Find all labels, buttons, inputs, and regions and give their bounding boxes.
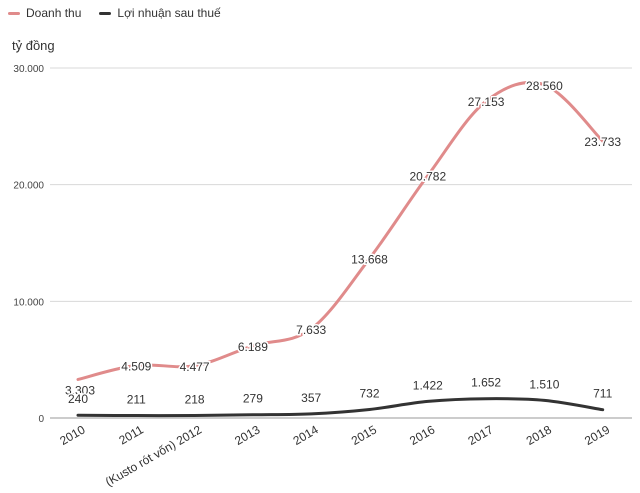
y-tick-label: 20.000 (13, 181, 44, 192)
legend-swatch-revenue (8, 11, 20, 15)
data-label: 20.782 (409, 170, 446, 184)
x-tick-label: 2014 (291, 422, 321, 448)
series-line-revenue (76, 80, 605, 381)
x-tick-label: 2013 (232, 422, 262, 448)
x-tick-label: 2018 (524, 422, 554, 448)
data-label: 279 (243, 392, 263, 406)
x-tick-label: 2015 (349, 422, 379, 448)
x-tick-label: 2019 (582, 422, 612, 448)
x-tick-label: 2010 (57, 422, 87, 448)
data-label: 28.560 (526, 79, 563, 93)
data-label: 732 (359, 386, 379, 400)
data-label: 6.189 (238, 340, 268, 354)
legend-label-revenue: Doanh thu (26, 6, 82, 20)
data-label: 7.633 (296, 323, 326, 337)
data-label: 1.422 (413, 378, 443, 392)
data-label: 211 (127, 393, 146, 407)
legend-item-profit[interactable]: Lợi nhuận sau thuế (99, 6, 221, 20)
series-line-profit (76, 397, 605, 418)
data-label: 3.303 (65, 383, 95, 397)
data-label: 1.510 (529, 377, 559, 391)
legend-label-profit: Lợi nhuận sau thuế (117, 6, 221, 20)
y-axis-unit-label: tỷ đồng (12, 38, 55, 53)
data-label: 13.668 (351, 253, 388, 267)
data-label: 1.652 (471, 376, 501, 390)
data-label: 218 (185, 392, 205, 406)
data-label: 23.733 (584, 135, 621, 149)
y-tick-label: 30.000 (13, 64, 44, 75)
y-tick-label: 10.000 (13, 297, 44, 308)
data-label: 711 (593, 387, 612, 401)
x-tick-label: 2016 (407, 422, 437, 448)
x-tick-label: 2011 (116, 422, 146, 447)
y-tick-label: 0 (38, 414, 44, 425)
x-tick-label: (Kusto rót vốn) 2012 (103, 422, 204, 489)
legend-swatch-profit (99, 11, 112, 15)
data-label: 4.477 (180, 360, 210, 374)
data-label: 357 (301, 391, 321, 405)
legend: Doanh thu Lợi nhuận sau thuế (8, 6, 221, 20)
legend-item-revenue[interactable]: Doanh thu (8, 6, 81, 20)
data-label: 4.509 (121, 359, 151, 373)
x-tick-label: 2017 (465, 422, 495, 448)
data-label: 27.153 (468, 95, 505, 109)
data-label: 240 (68, 392, 88, 406)
